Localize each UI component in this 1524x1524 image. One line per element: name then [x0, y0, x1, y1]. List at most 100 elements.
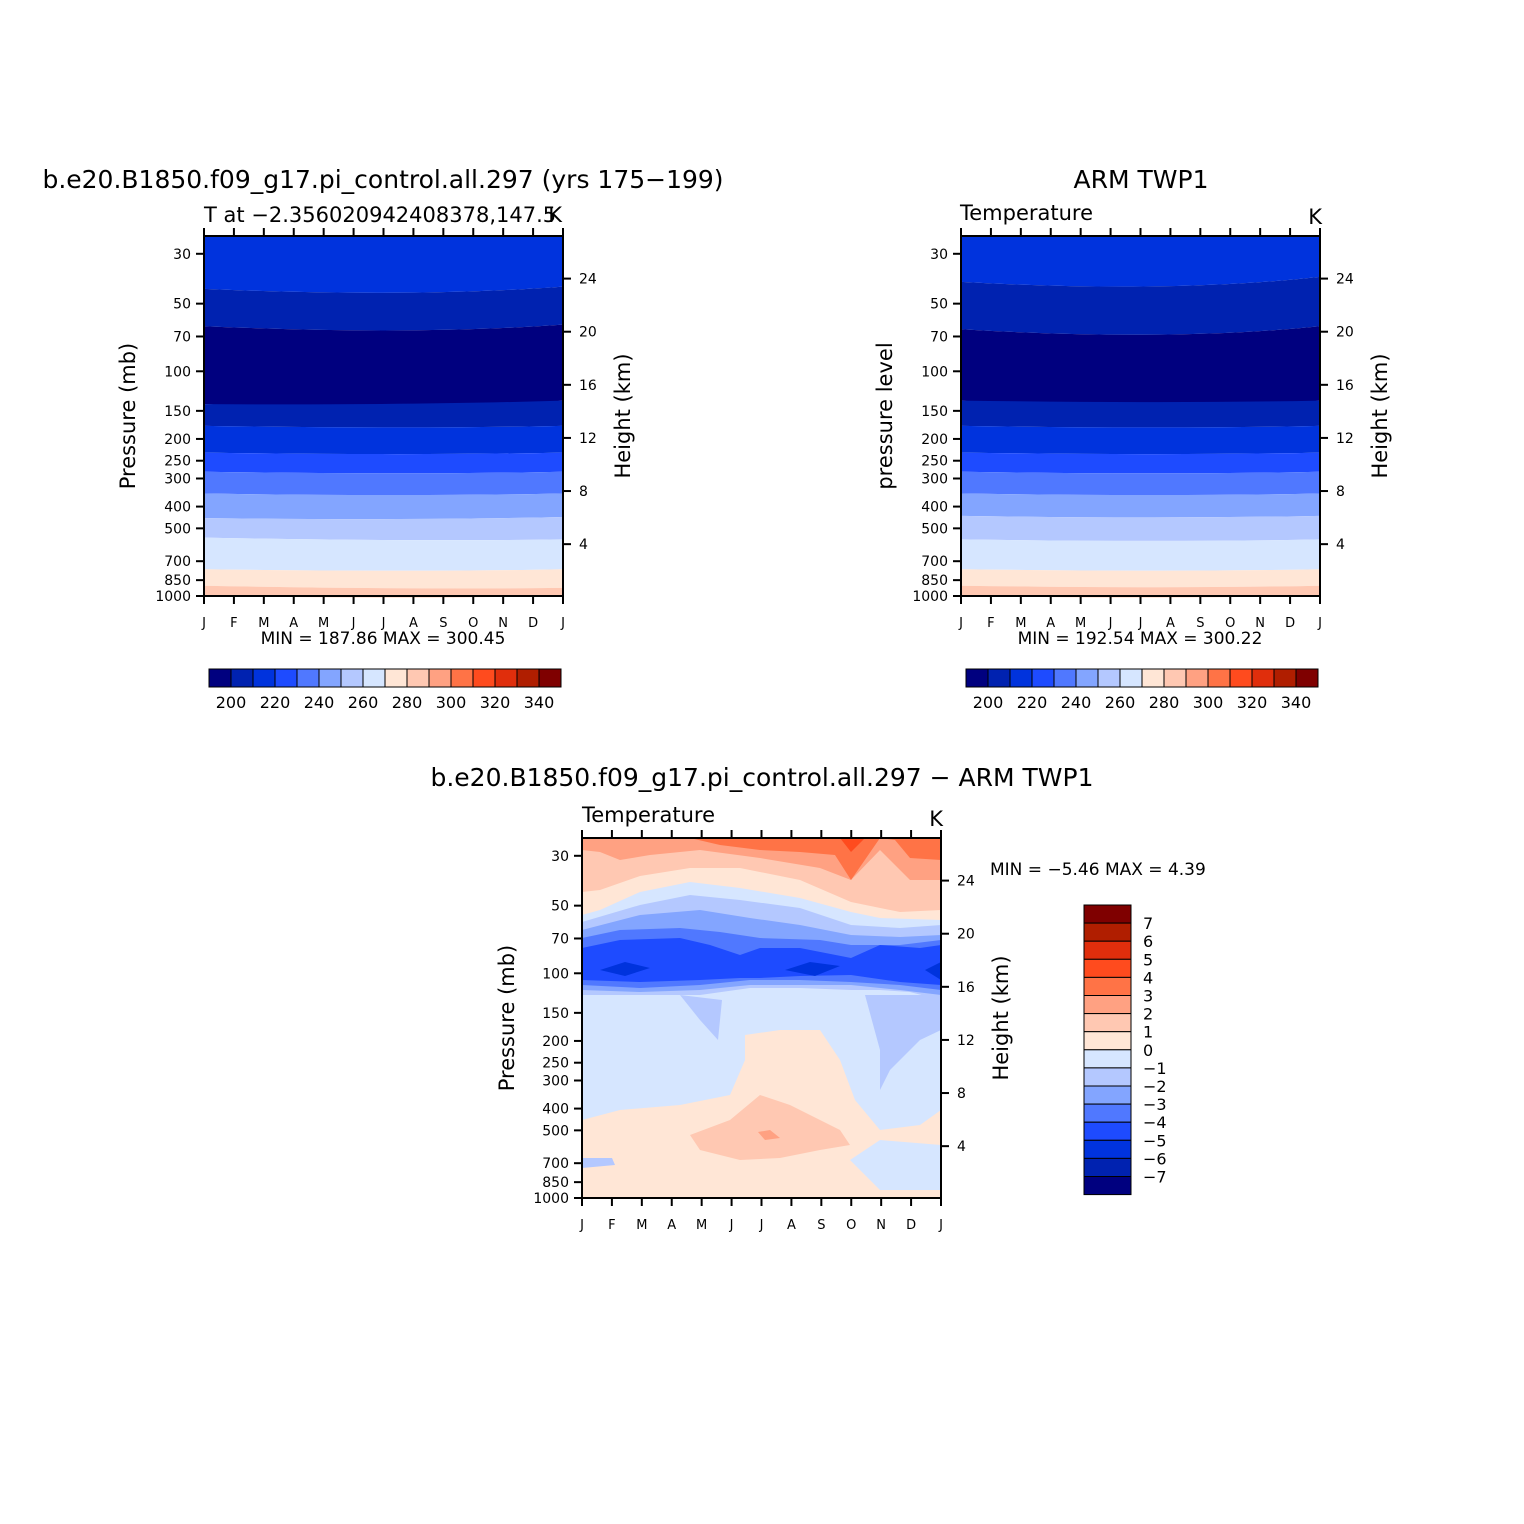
- panel-model: b.e20.B1850.f09_g17.pi_control.all.297 (…: [42, 165, 723, 712]
- contour-band: [204, 236, 563, 293]
- colorbar-label: 340: [524, 693, 555, 712]
- y-tick-label: 500: [921, 521, 948, 537]
- colorbar-box: [1075, 668, 1099, 688]
- y-tick-label: 30: [173, 247, 191, 263]
- colorbar-label: 200: [973, 693, 1004, 712]
- contour-band: [961, 515, 1320, 541]
- diff-band-mid-2to3: [758, 1130, 780, 1140]
- colorbar-box: [450, 668, 474, 688]
- y-tick-label: 100: [164, 364, 191, 380]
- x-tick-label: J: [560, 616, 565, 631]
- colorbar-label: −3: [1143, 1095, 1167, 1114]
- colorbar-box: [1053, 668, 1077, 688]
- y-tick-label: 1000: [155, 589, 191, 605]
- x-tick-label: J: [729, 1218, 734, 1233]
- x-tick-label: J: [579, 1218, 584, 1233]
- colorbar-box: [1083, 1013, 1132, 1033]
- colorbar-box: [1083, 1067, 1132, 1087]
- y-tick-label: 200: [921, 432, 948, 448]
- y-tick-label: 1000: [533, 1191, 569, 1207]
- panel-model-title: b.e20.B1850.f09_g17.pi_control.all.297 (…: [42, 165, 723, 194]
- colorbar-box: [1119, 668, 1143, 688]
- y-tick-label: 70: [551, 931, 569, 947]
- panel-obs-units: K: [1308, 205, 1323, 229]
- x-tick-label: O: [1225, 616, 1235, 631]
- panel-obs-axes: J F M A M J J A S O N D J 30 50 70 100 150 200 250 300 400 500…: [912, 228, 1354, 631]
- panel-model-units: K: [548, 203, 563, 227]
- colorbar-box: [1273, 668, 1297, 688]
- x-tick-label: D: [528, 616, 538, 631]
- panel-obs-subtitle: Temperature: [959, 201, 1093, 225]
- contour-band: [204, 425, 563, 455]
- x-tick-label: J: [958, 616, 963, 631]
- y-tick-label: 300: [542, 1074, 569, 1090]
- colorbar-box: [384, 668, 408, 688]
- panel-obs-ylabel-right: Height (km): [1368, 353, 1392, 478]
- colorbar-box: [516, 668, 540, 688]
- colorbar-box: [1229, 668, 1253, 688]
- contour-band: [204, 471, 563, 496]
- x-tick-label: A: [667, 1218, 676, 1233]
- panel-model-contours: [204, 236, 563, 598]
- y-tick-label: 200: [542, 1034, 569, 1050]
- colorbar-box: [494, 668, 518, 688]
- x-tick-label: O: [468, 616, 478, 631]
- panel-model-axes: J F M A M J J A S O N D J 30 50 70 100 150 200 250 300 400 500…: [155, 228, 597, 631]
- y-tick-label: 500: [164, 521, 191, 537]
- y-tick-label: 100: [921, 364, 948, 380]
- panel-model-ylabel: Pressure (mb): [116, 343, 140, 490]
- diff-band-cold-5: [600, 962, 650, 976]
- contour-band: [961, 569, 1320, 588]
- y-tick-label: 700: [921, 554, 948, 570]
- x-tick-label: J: [381, 616, 386, 631]
- colorbar-box: [252, 668, 276, 688]
- contour-band: [204, 516, 563, 541]
- colorbar-box: [1083, 1176, 1132, 1196]
- x-tick-label: A: [409, 616, 418, 631]
- y-tick-label: 30: [930, 247, 948, 263]
- panel-obs-ylabel: pressure level: [873, 342, 897, 489]
- y-tick-right-label: 24: [957, 874, 975, 890]
- colorbar-box: [1083, 904, 1132, 924]
- y-tick-label: 30: [551, 849, 569, 865]
- y-tick-right-label: 4: [579, 537, 588, 553]
- y-tick-right-label: 4: [957, 1139, 966, 1155]
- colorbar-box: [1163, 668, 1187, 688]
- contour-band: [961, 539, 1320, 571]
- colorbar-box: [1185, 668, 1209, 688]
- y-tick-label: 400: [542, 1102, 569, 1118]
- contour-band: [961, 585, 1320, 598]
- y-tick-label: 100: [542, 966, 569, 982]
- diff-band-cold-6: [785, 962, 840, 976]
- x-tick-label: M: [636, 1218, 647, 1233]
- colorbar-box: [1083, 976, 1132, 997]
- y-tick-right-label: 20: [1336, 325, 1354, 341]
- colorbar-label: 4: [1143, 968, 1153, 987]
- colorbar-box: [1083, 958, 1132, 978]
- colorbar-box: [1031, 668, 1055, 688]
- x-tick-label: N: [1255, 616, 1265, 631]
- y-tick-label: 150: [164, 404, 191, 420]
- contour-band: [961, 425, 1320, 455]
- contour-band: [961, 276, 1320, 335]
- colorbar-box: [1083, 1157, 1132, 1178]
- colorbar-label: 2: [1143, 1005, 1153, 1024]
- colorbar-box: [1083, 940, 1132, 960]
- colorbar-label: 340: [1281, 693, 1312, 712]
- y-tick-right-label: 16: [579, 378, 597, 394]
- contour-band: [204, 324, 563, 408]
- colorbar-box: [318, 668, 342, 688]
- y-tick-label: 250: [164, 454, 191, 470]
- x-tick-label: S: [439, 616, 447, 631]
- x-tick-label: J: [201, 616, 206, 631]
- colorbar-label: 7: [1143, 914, 1153, 933]
- x-tick-label: J: [351, 616, 356, 631]
- colorbar-label: 280: [1149, 693, 1180, 712]
- panel-diff-ylabel: Pressure (mb): [495, 945, 519, 1092]
- colorbar-box: [1083, 1085, 1132, 1105]
- x-tick-label: F: [230, 616, 237, 631]
- x-tick-label: F: [608, 1218, 615, 1233]
- panel-model-ylabel-right: Height (km): [611, 353, 635, 478]
